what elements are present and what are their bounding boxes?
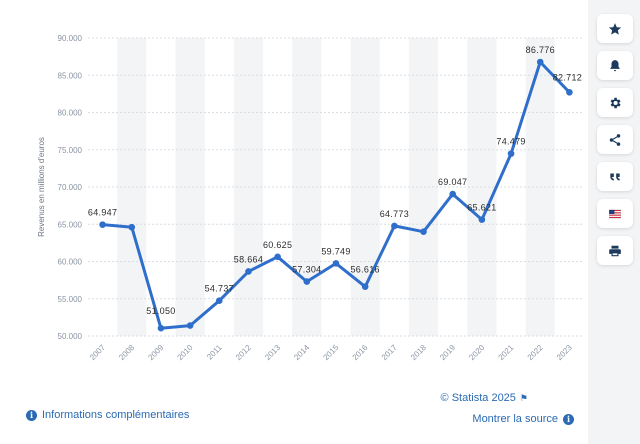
copyright-text: © Statista 2025: [440, 392, 516, 404]
data-label: 58.664: [234, 254, 263, 264]
data-point: [420, 228, 427, 235]
series-line: [101, 60, 571, 330]
info-icon: i: [26, 409, 37, 421]
x-tick-label: 2009: [146, 343, 165, 362]
quote-icon: [610, 173, 620, 180]
x-tick-label: 2013: [263, 343, 282, 362]
data-point: [186, 322, 194, 329]
y-tick-label: 65.000: [58, 220, 83, 229]
x-tick-label: 2015: [321, 343, 340, 362]
x-tick-label: 2017: [380, 343, 399, 362]
data-label: 64.773: [380, 209, 409, 219]
y-tick-label: 70.000: [58, 183, 83, 192]
data-point: [157, 324, 165, 332]
data-point: [274, 253, 281, 261]
data-label: 86.776: [526, 45, 555, 55]
x-tick-label: 2007: [88, 343, 107, 362]
x-tick-label: 2016: [351, 343, 370, 362]
side-toolbar: [597, 14, 635, 265]
x-tick-label: 2019: [438, 343, 457, 362]
gear-icon: [610, 97, 621, 108]
additional-info-label: Informations complémentaires: [42, 409, 190, 421]
data-point: [478, 216, 486, 223]
data-label: 60.625: [263, 240, 292, 250]
data-point: [391, 222, 398, 230]
y-tick-label: 90.000: [58, 34, 83, 43]
data-point: [303, 278, 311, 285]
data-label: 57.304: [292, 265, 321, 275]
printer-icon: [609, 245, 621, 256]
y-tick-label: 55.000: [58, 295, 83, 304]
favorite-button[interactable]: [597, 14, 633, 43]
y-tick-label: 60.000: [58, 258, 83, 267]
data-point: [449, 190, 457, 198]
language-button[interactable]: [597, 199, 633, 228]
data-point: [361, 283, 369, 291]
data-label: 56.616: [351, 265, 380, 275]
data-label: 54.737: [205, 284, 234, 294]
notification-button[interactable]: [597, 51, 633, 80]
y-axis-title: Revenus en millions d'euros: [37, 137, 46, 237]
share-icon: [609, 133, 621, 146]
data-point: [215, 297, 223, 305]
y-tick-label: 85.000: [58, 71, 83, 80]
y-tick-label: 75.000: [58, 146, 83, 155]
x-tick-label: 2008: [117, 343, 136, 362]
data-label: 65.621: [467, 203, 496, 213]
x-tick-label: 2018: [409, 343, 428, 362]
x-tick-label: 2014: [292, 343, 311, 362]
data-point: [507, 150, 515, 157]
data-points: [99, 58, 573, 332]
info-icon: i: [563, 413, 574, 425]
data-point: [566, 88, 573, 96]
data-label: 64.947: [88, 208, 117, 218]
line-chart: 50.000 55.000 60.000 65.000 70.000 75.000 80.0…: [37, 34, 584, 362]
bell-icon: [610, 59, 620, 71]
x-tick-label: 2010: [176, 343, 195, 362]
data-point: [128, 223, 136, 231]
x-tick-label: 2023: [555, 343, 574, 362]
data-label: 82.712: [553, 72, 582, 82]
settings-button[interactable]: [597, 88, 633, 117]
print-button[interactable]: [597, 236, 633, 265]
x-tick-label: 2011: [205, 343, 224, 362]
data-label: 74.479: [496, 137, 525, 147]
x-tick-label: 2021: [497, 343, 516, 362]
x-tick-label: 2022: [526, 343, 545, 362]
copyright-note[interactable]: © Statista 2025 ⚑: [441, 392, 528, 404]
chart-card: 50.000 55.000 60.000 65.000 70.000 75.000 80.0…: [0, 0, 588, 444]
y-tick-label: 50.000: [58, 332, 83, 341]
star-icon: [608, 22, 622, 35]
data-label: 69.047: [438, 177, 467, 187]
grid-lines: [88, 37, 584, 337]
flag-small-icon: ⚑: [519, 392, 528, 403]
show-source-link[interactable]: Montrer la source i: [472, 413, 574, 425]
data-point: [245, 268, 252, 275]
y-tick-label: 80.000: [58, 109, 83, 118]
flag-icon: [608, 209, 622, 218]
additional-info-link[interactable]: i Informations complémentaires: [26, 409, 189, 421]
data-point: [99, 221, 106, 228]
y-axis-ticks: 50.000 55.000 60.000 65.000 70.000 75.000 80.0…: [58, 34, 83, 341]
x-tick-label: 2020: [467, 343, 486, 362]
share-button[interactable]: [597, 125, 633, 154]
data-label: 51.050: [146, 306, 175, 316]
data-point: [332, 260, 340, 267]
data-label: 59.749: [321, 246, 350, 256]
x-axis-ticks: 2007 2008 2009 2010 2011 2012 2013 2014 2015 2016…: [88, 343, 574, 362]
show-source-label: Montrer la source: [472, 413, 558, 425]
cite-button[interactable]: [597, 162, 633, 191]
x-tick-label: 2012: [234, 343, 253, 362]
data-point: [536, 58, 544, 66]
